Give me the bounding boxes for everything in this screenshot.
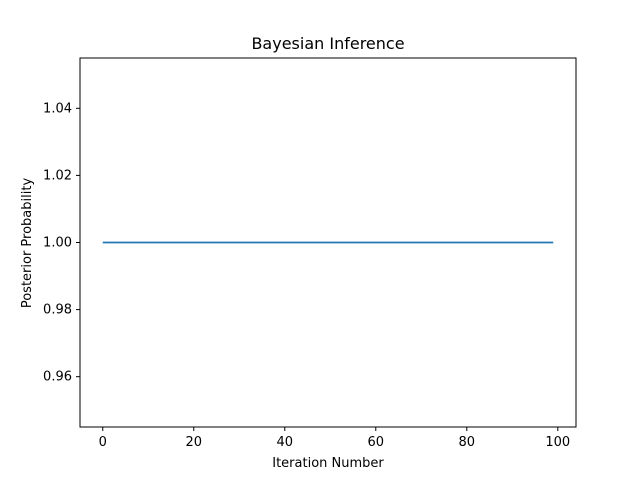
x-axis-label: Iteration Number [272,456,384,471]
x-tick-label: 40 [276,435,293,450]
axis-ticks: 0 20 40 60 80 100 0.96 0.98 1.00 1.02 1.04 [43,101,570,450]
y-tick-label: 1.02 [43,168,72,183]
y-tick-label: 0.96 [43,370,72,385]
x-tick-label: 100 [545,435,570,450]
plot-frame [79,57,577,428]
x-tick-label: 80 [459,435,476,450]
x-tick-label: 60 [368,435,385,450]
y-tick-label: 1.04 [43,101,72,116]
y-axis-label: Posterior Probability [20,178,35,309]
x-tick-label: 20 [185,435,202,450]
y-tick-label: 1.00 [43,236,72,251]
y-tick-label: 0.98 [43,303,72,318]
x-tick-label: 0 [99,435,107,450]
chart-title: Bayesian Inference [251,34,404,53]
